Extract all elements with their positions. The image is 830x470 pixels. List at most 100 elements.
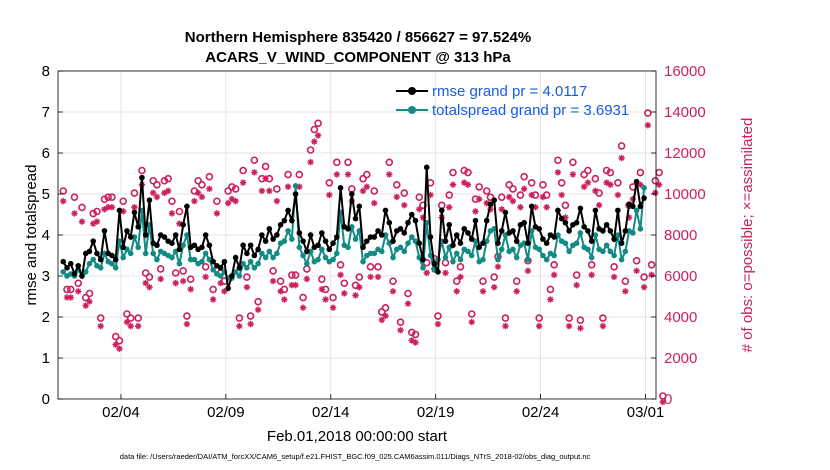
obs-possible-marker bbox=[340, 279, 349, 288]
obs-possible-marker bbox=[527, 179, 536, 187]
rmse-marker bbox=[401, 230, 408, 236]
obs-possible-marker bbox=[464, 168, 472, 177]
obs-assimilated-marker bbox=[254, 306, 262, 313]
rmse-marker bbox=[199, 244, 205, 251]
obs-assimilated-stroke bbox=[611, 274, 617, 280]
obs-possible-marker bbox=[389, 277, 397, 286]
rmse-marker bbox=[525, 240, 531, 246]
obs-assimilated-stroke bbox=[142, 280, 149, 286]
obs-assimilated-marker bbox=[449, 181, 457, 188]
rmse-marker bbox=[555, 207, 561, 214]
obs-assimilated-marker bbox=[341, 290, 348, 297]
obs-assimilated-marker bbox=[371, 199, 378, 207]
rmse-marker bbox=[109, 252, 115, 259]
obs-assimilated-stroke bbox=[341, 290, 348, 297]
rmse-marker bbox=[408, 211, 415, 218]
obs-assimilated-marker bbox=[524, 267, 532, 274]
obs-possible-marker bbox=[460, 166, 469, 175]
obs-possible-marker bbox=[520, 172, 528, 181]
obs-possible-marker bbox=[385, 158, 394, 167]
obs-assimilated-stroke bbox=[450, 181, 456, 188]
spread-marker bbox=[330, 256, 336, 263]
obs-possible-marker bbox=[467, 310, 476, 318]
obs-assimilated-marker bbox=[206, 185, 213, 192]
obs-possible-marker bbox=[156, 265, 165, 273]
obs-assimilated-marker bbox=[153, 193, 161, 201]
obs-assimilated-marker bbox=[472, 208, 479, 215]
obs-assimilated-marker bbox=[543, 204, 550, 211]
obs-assimilated-marker bbox=[86, 298, 93, 305]
rmse-marker bbox=[300, 238, 306, 244]
obs-assimilated-marker bbox=[299, 304, 307, 311]
obs-possible-marker bbox=[572, 271, 581, 279]
obs-assimilated-stroke bbox=[525, 268, 531, 274]
spread-marker bbox=[360, 258, 366, 265]
obs-assimilated-stroke bbox=[457, 274, 464, 280]
rmse-marker bbox=[289, 217, 295, 224]
obs-assimilated-stroke bbox=[641, 284, 647, 290]
obs-assimilated-stroke bbox=[405, 300, 411, 307]
obs-assimilated-marker bbox=[120, 208, 127, 215]
rmse-marker bbox=[180, 221, 186, 228]
obs-assimilated-stroke bbox=[330, 304, 336, 311]
obs-possible-marker bbox=[276, 277, 285, 286]
spread-marker bbox=[169, 254, 175, 261]
spread-marker bbox=[319, 246, 325, 253]
y-tick-label-left: 7 bbox=[42, 104, 50, 121]
obs-possible-marker bbox=[190, 187, 199, 195]
obs-possible-marker bbox=[587, 260, 596, 269]
rmse-marker bbox=[633, 178, 640, 185]
obs-assimilated-marker bbox=[434, 320, 442, 328]
rmse-marker bbox=[172, 232, 179, 238]
legend-spread-label: totalspread grand pr = 3.6931 bbox=[432, 102, 629, 119]
obs-assimilated-stroke bbox=[521, 186, 527, 192]
obs-assimilated-marker bbox=[599, 322, 607, 330]
spread-marker bbox=[184, 232, 190, 238]
obs-assimilated-marker bbox=[622, 288, 629, 295]
metric-lines bbox=[60, 164, 647, 292]
obs-assimilated-stroke bbox=[573, 282, 580, 288]
obs-assimilated-marker bbox=[194, 189, 202, 197]
obs-assimilated-stroke bbox=[495, 263, 501, 270]
obs-assimilated-marker bbox=[232, 197, 239, 205]
obs-assimilated-stroke bbox=[71, 210, 78, 217]
rmse-marker bbox=[307, 232, 314, 238]
obs-assimilated-stroke bbox=[360, 188, 366, 194]
obs-assimilated-marker bbox=[528, 191, 535, 199]
rmse-marker bbox=[232, 254, 239, 261]
rmse-marker bbox=[378, 232, 385, 238]
obs-possible-marker bbox=[291, 271, 300, 279]
obs-assimilated-stroke bbox=[551, 272, 557, 278]
obs-possible-marker bbox=[59, 187, 68, 195]
obs-assimilated-marker bbox=[505, 193, 513, 201]
rmse-marker bbox=[465, 230, 471, 236]
obs-possible-marker bbox=[168, 197, 176, 206]
obs-assimilated-stroke bbox=[412, 339, 419, 346]
rmse-marker bbox=[71, 271, 78, 277]
y-tick-label-right: 14000 bbox=[664, 104, 706, 121]
rmse-marker bbox=[67, 260, 74, 267]
spread-marker bbox=[176, 260, 183, 267]
obs-assimilated-stroke bbox=[588, 272, 595, 278]
rmse-marker bbox=[450, 242, 456, 249]
obs-assimilated-marker bbox=[123, 318, 131, 326]
rmse-marker bbox=[296, 230, 303, 236]
obs-possible-marker bbox=[123, 310, 131, 318]
obs-assimilated-marker bbox=[281, 296, 288, 303]
spread-marker bbox=[150, 250, 156, 257]
obs-assimilated-marker bbox=[588, 271, 595, 279]
obs-assimilated-stroke bbox=[532, 204, 539, 210]
obs-assimilated-stroke bbox=[517, 204, 524, 210]
obs-assimilated-stroke bbox=[596, 202, 602, 208]
obs-possible-marker bbox=[141, 269, 150, 277]
obs-assimilated-stroke bbox=[94, 218, 100, 225]
obs-possible-marker bbox=[565, 314, 573, 322]
rmse-marker bbox=[221, 258, 228, 265]
obs-possible-marker bbox=[119, 197, 128, 206]
rmse-marker bbox=[315, 242, 321, 249]
obs-possible-marker bbox=[183, 312, 191, 320]
spread-marker bbox=[551, 252, 557, 259]
rmse-marker bbox=[154, 242, 160, 249]
obs-assimilated-marker bbox=[352, 292, 359, 299]
